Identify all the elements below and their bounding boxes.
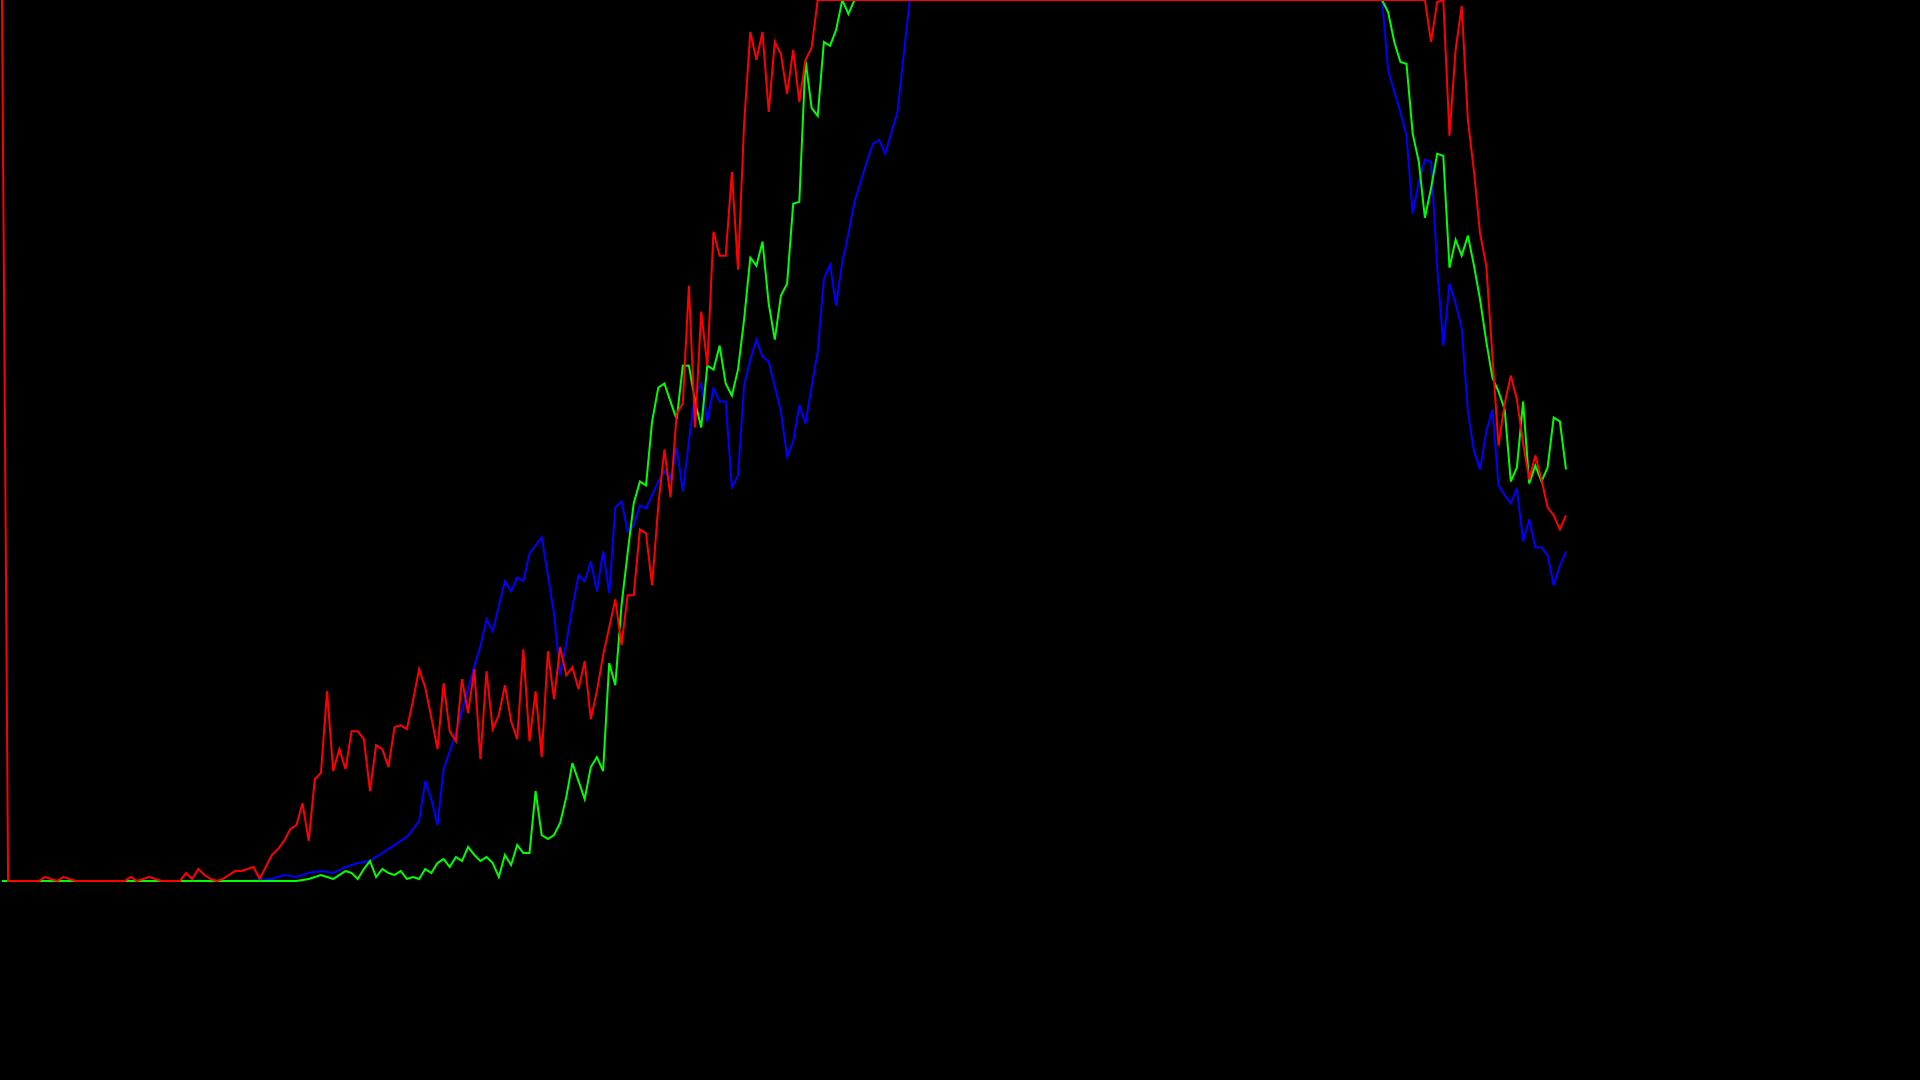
series-line-2 — [1, 0, 1567, 882]
histogram-chart — [0, 0, 1568, 882]
series-layer — [1, 0, 1567, 882]
chart-canvas — [0, 0, 1568, 882]
series-line-1 — [2, 0, 1567, 882]
